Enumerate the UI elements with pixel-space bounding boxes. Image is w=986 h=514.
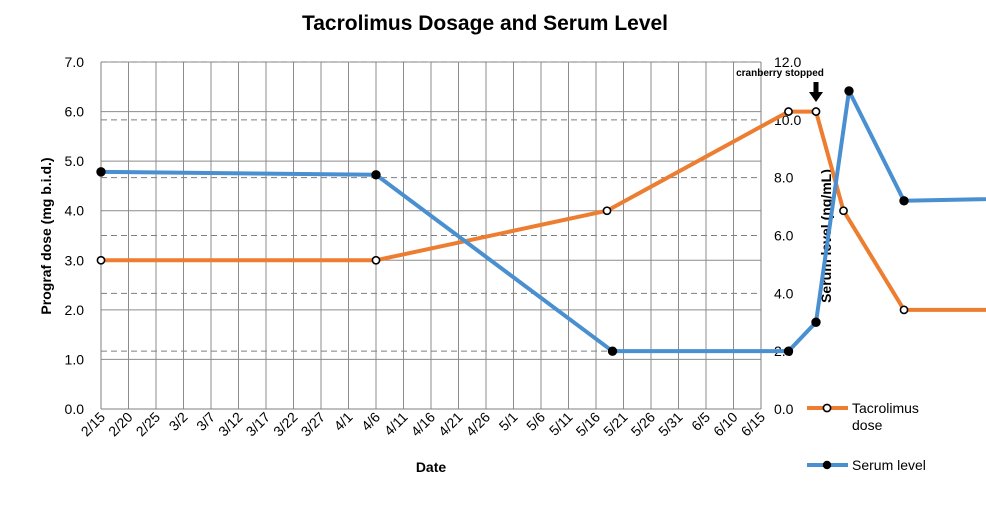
legend-marker — [822, 403, 832, 413]
data-point — [811, 107, 821, 116]
data-point — [602, 206, 612, 216]
annotation-arrow-head — [809, 92, 823, 102]
y-left-tick-label: 2.0 — [65, 302, 85, 318]
y-right-tick-label: 6.0 — [774, 228, 794, 244]
y-left-tick-labels: 0.0 1.0 2.0 3.0 4.0 5.0 6.0 7.0 — [65, 54, 85, 417]
annotation-label: cranberry stopped — [736, 68, 824, 79]
chart-title: Tacrolimus Dosage and Serum Level — [302, 12, 668, 35]
data-point — [371, 170, 381, 180]
y-left-tick-label: 4.0 — [65, 203, 85, 219]
data-point — [811, 317, 821, 327]
y-right-tick-label: 4.0 — [774, 285, 794, 301]
series-line — [101, 109, 986, 312]
annotation-layer: cranberry stopped — [736, 68, 824, 102]
legend-marker — [822, 460, 832, 470]
data-point — [899, 305, 909, 315]
series-line — [100, 88, 986, 354]
y-right-tick-label: 0.0 — [774, 401, 794, 417]
legend-label: Tacrolimus dose — [852, 400, 919, 433]
y-left-tick-label: 1.0 — [65, 351, 85, 367]
y-left-tick-label: 6.0 — [65, 104, 85, 120]
y-left-axis-label: Prograf dose (mg b.i.d.) — [38, 157, 54, 314]
data-point — [783, 346, 794, 356]
y-left-tick-label: 3.0 — [65, 252, 85, 268]
data-point — [839, 206, 848, 216]
legend-label: Serum level — [852, 457, 926, 473]
data-point — [784, 107, 793, 116]
data-point — [899, 196, 909, 206]
y-right-tick-label: 12.0 — [774, 54, 801, 70]
data-point — [371, 255, 381, 265]
y-left-tick-label: 7.0 — [65, 54, 85, 70]
annotation-arrow-shaft — [813, 82, 819, 93]
data-point — [96, 255, 106, 265]
y-right-tick-label: 8.0 — [774, 170, 794, 186]
legend: Tacrolimus dose Serum level — [807, 400, 926, 473]
y-left-tick-label: 0.0 — [65, 401, 85, 417]
x-axis-label: Date — [416, 459, 447, 475]
data-point — [96, 167, 106, 177]
y-left-tick-label: 5.0 — [65, 153, 85, 169]
data-point — [607, 346, 618, 356]
series-layer — [96, 86, 986, 356]
data-point — [844, 86, 854, 96]
